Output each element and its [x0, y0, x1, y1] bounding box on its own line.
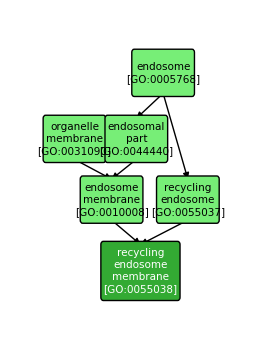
FancyBboxPatch shape [43, 115, 106, 163]
Text: endosome
membrane
[GO:0010008]: endosome membrane [GO:0010008] [75, 182, 148, 217]
Text: endosomal
part
[GO:0044440]: endosomal part [GO:0044440] [99, 122, 173, 156]
FancyBboxPatch shape [105, 115, 168, 163]
Text: endosome
[GO:0005768]: endosome [GO:0005768] [126, 62, 200, 84]
Text: recycling
endosome
[GO:0055037]: recycling endosome [GO:0055037] [151, 182, 225, 217]
FancyBboxPatch shape [132, 49, 194, 96]
FancyBboxPatch shape [156, 176, 219, 223]
FancyBboxPatch shape [80, 176, 143, 223]
Text: organelle
membrane
[GO:0031090]: organelle membrane [GO:0031090] [38, 122, 111, 156]
FancyBboxPatch shape [101, 241, 180, 300]
Text: recycling
endosome
membrane
[GO:0055038]: recycling endosome membrane [GO:0055038] [103, 248, 177, 294]
